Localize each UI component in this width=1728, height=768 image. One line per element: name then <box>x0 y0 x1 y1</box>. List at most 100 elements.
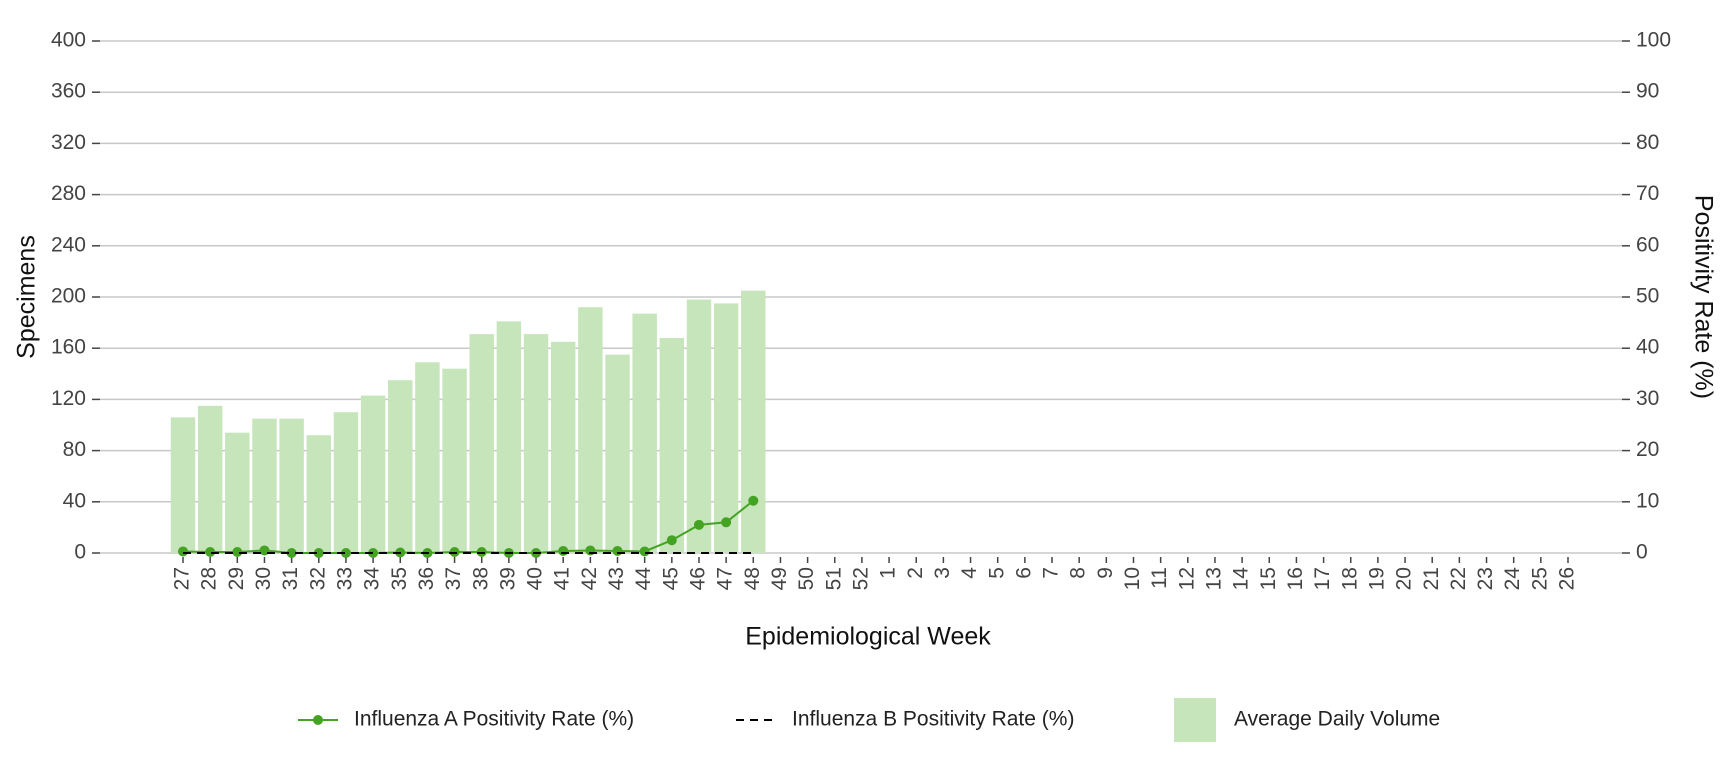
x-tick-label: 38 <box>469 567 492 590</box>
x-tick-label: 52 <box>849 567 872 590</box>
x-tick-label: 50 <box>795 567 818 590</box>
y-tick-label: 200 <box>51 285 86 308</box>
point <box>313 548 324 558</box>
y-tick-label: 120 <box>51 387 86 410</box>
y2-tick-label: 90 <box>1636 80 1659 103</box>
x-tick-label: 31 <box>279 567 302 590</box>
x-tick-label: 21 <box>1420 567 1443 590</box>
x-tick-label: 12 <box>1175 567 1198 590</box>
x-tick-label: 26 <box>1556 567 1579 590</box>
y2-tick-label: 30 <box>1636 387 1659 410</box>
point <box>368 548 379 558</box>
y-tick-label: 400 <box>51 29 86 52</box>
x-tick-label: 30 <box>252 567 275 590</box>
bar <box>197 405 223 553</box>
x-tick-label: 10 <box>1121 567 1144 590</box>
bar <box>415 362 440 553</box>
x-tick-label: 20 <box>1393 567 1416 590</box>
bar <box>360 395 386 553</box>
x-tick-label: 35 <box>388 567 411 590</box>
x-tick-label: 15 <box>1257 567 1280 590</box>
x-tick-label: 41 <box>551 567 574 590</box>
x-tick-label: 6 <box>1012 567 1035 579</box>
y2-tick-label: 20 <box>1636 438 1659 461</box>
x-tick-label: 25 <box>1528 567 1551 590</box>
x-tick-label: 11 <box>1148 567 1171 589</box>
point <box>639 546 650 557</box>
legend-swatch <box>1174 698 1216 742</box>
legend-label: Influenza A Positivity Rate (%) <box>354 708 634 731</box>
y2-tick-label: 10 <box>1636 489 1659 512</box>
y-tick-label: 160 <box>51 336 86 359</box>
x-tick-label: 47 <box>714 567 737 590</box>
bar <box>713 303 739 553</box>
x-tick-label: 17 <box>1311 567 1334 590</box>
x-tick-label: 44 <box>632 567 655 591</box>
bar <box>388 380 413 553</box>
x-tick-label: 33 <box>333 567 356 590</box>
y2-tick-label: 0 <box>1636 541 1648 564</box>
x-tick-label: 51 <box>822 567 845 590</box>
bar <box>170 417 196 553</box>
bar <box>469 334 494 553</box>
point <box>205 546 216 557</box>
legend-label: Influenza B Positivity Rate (%) <box>792 708 1074 731</box>
point <box>286 548 297 558</box>
x-tick-label: 43 <box>605 567 628 590</box>
x-tick-label: 13 <box>1203 567 1226 590</box>
x-tick-label: 3 <box>931 567 954 579</box>
x-tick-label: 23 <box>1474 567 1497 590</box>
x-tick-label: 29 <box>225 567 248 590</box>
y2-tick-label: 70 <box>1636 182 1659 205</box>
line <box>182 499 754 555</box>
x-tick-label: 9 <box>1094 567 1117 579</box>
bar <box>279 418 304 553</box>
x-tick-label: 19 <box>1365 567 1388 590</box>
legend-label: Average Daily Volume <box>1234 708 1440 731</box>
point <box>693 519 704 530</box>
bar <box>333 412 359 553</box>
bar <box>523 334 549 553</box>
bar <box>578 307 603 553</box>
point <box>748 495 759 506</box>
bar <box>442 368 467 553</box>
bar <box>252 418 277 553</box>
x-tick-label: 24 <box>1501 567 1524 591</box>
x-tick-label: 27 <box>171 567 194 590</box>
point <box>666 535 677 546</box>
bar <box>686 299 712 553</box>
x-tick-label: 36 <box>415 567 438 590</box>
x-tick-label: 48 <box>741 567 764 590</box>
x-tick-label: 40 <box>524 567 547 590</box>
x-tick-label: 39 <box>496 567 519 590</box>
x-tick-label: 46 <box>687 567 710 590</box>
point <box>612 545 623 556</box>
y-tick-label: 360 <box>51 80 86 103</box>
y-tick-label: 280 <box>51 182 86 205</box>
legend-swatch <box>313 715 323 725</box>
y2-tick-label: 50 <box>1636 285 1659 308</box>
point <box>259 545 270 556</box>
x-tick-label: 32 <box>306 567 329 590</box>
y-tick-label: 80 <box>63 438 86 461</box>
point <box>476 546 487 557</box>
y-tick-label: 320 <box>51 131 86 154</box>
x-tick-label: 7 <box>1040 567 1063 579</box>
point <box>232 546 243 557</box>
x-tick-label: 34 <box>361 567 384 591</box>
y-tick-label: 0 <box>74 541 86 564</box>
x-tick-label: 45 <box>659 567 682 590</box>
bar <box>496 321 522 553</box>
bar <box>741 290 766 553</box>
y-tick-label: 40 <box>63 489 86 512</box>
bar <box>632 313 657 553</box>
bar <box>659 337 685 553</box>
point <box>340 548 351 558</box>
y2-axis-title: Positivity Rate (%) <box>1689 195 1717 399</box>
point <box>558 545 569 556</box>
y2-tick-label: 60 <box>1636 233 1659 256</box>
y-tick-label: 240 <box>51 233 86 256</box>
x-tick-label: 37 <box>442 567 465 590</box>
x-tick-label: 2 <box>904 567 927 579</box>
x-tick-label: 28 <box>198 567 221 590</box>
